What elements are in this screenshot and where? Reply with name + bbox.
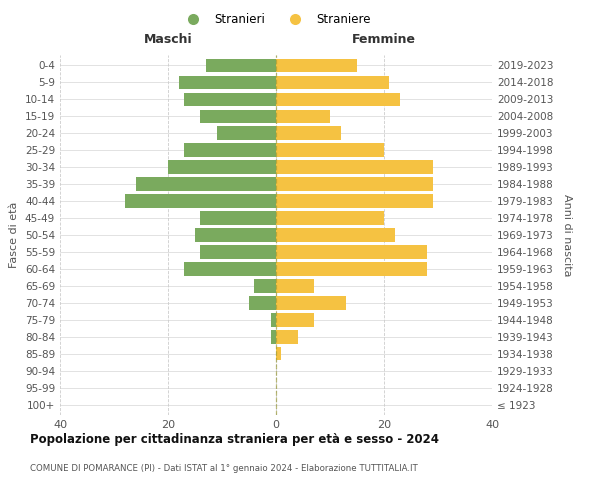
Bar <box>184 92 276 106</box>
Text: COMUNE DI POMARANCE (PI) - Dati ISTAT al 1° gennaio 2024 - Elaborazione TUTTITAL: COMUNE DI POMARANCE (PI) - Dati ISTAT al… <box>30 464 418 473</box>
Bar <box>179 76 276 89</box>
Bar <box>195 228 276 241</box>
Bar <box>254 280 276 292</box>
Bar <box>200 110 276 123</box>
Bar <box>206 58 276 72</box>
Bar <box>276 246 427 258</box>
Bar <box>168 160 276 173</box>
Text: Popolazione per cittadinanza straniera per età e sesso - 2024: Popolazione per cittadinanza straniera p… <box>30 432 439 446</box>
Bar <box>276 194 433 207</box>
Bar <box>276 296 346 310</box>
Bar <box>276 280 314 292</box>
Bar <box>276 262 427 276</box>
Bar <box>125 194 276 207</box>
Bar <box>271 314 276 326</box>
Bar <box>217 126 276 140</box>
Bar <box>184 262 276 276</box>
Bar <box>276 110 330 123</box>
Y-axis label: Fasce di età: Fasce di età <box>10 202 19 268</box>
Bar <box>200 212 276 224</box>
Text: Maschi: Maschi <box>143 33 193 46</box>
Bar <box>276 160 433 173</box>
Bar <box>249 296 276 310</box>
Bar <box>276 212 384 224</box>
Y-axis label: Anni di nascita: Anni di nascita <box>562 194 572 276</box>
Bar <box>276 92 400 106</box>
Bar <box>276 126 341 140</box>
Bar <box>276 58 357 72</box>
Bar <box>276 178 433 190</box>
Bar <box>136 178 276 190</box>
Bar <box>276 228 395 241</box>
Bar <box>276 76 389 89</box>
Bar <box>184 144 276 156</box>
Bar <box>200 246 276 258</box>
Legend: Stranieri, Straniere: Stranieri, Straniere <box>176 8 376 31</box>
Bar <box>276 314 314 326</box>
Bar <box>276 347 281 360</box>
Text: Femmine: Femmine <box>352 33 416 46</box>
Bar <box>276 144 384 156</box>
Bar <box>276 330 298 344</box>
Bar <box>271 330 276 344</box>
